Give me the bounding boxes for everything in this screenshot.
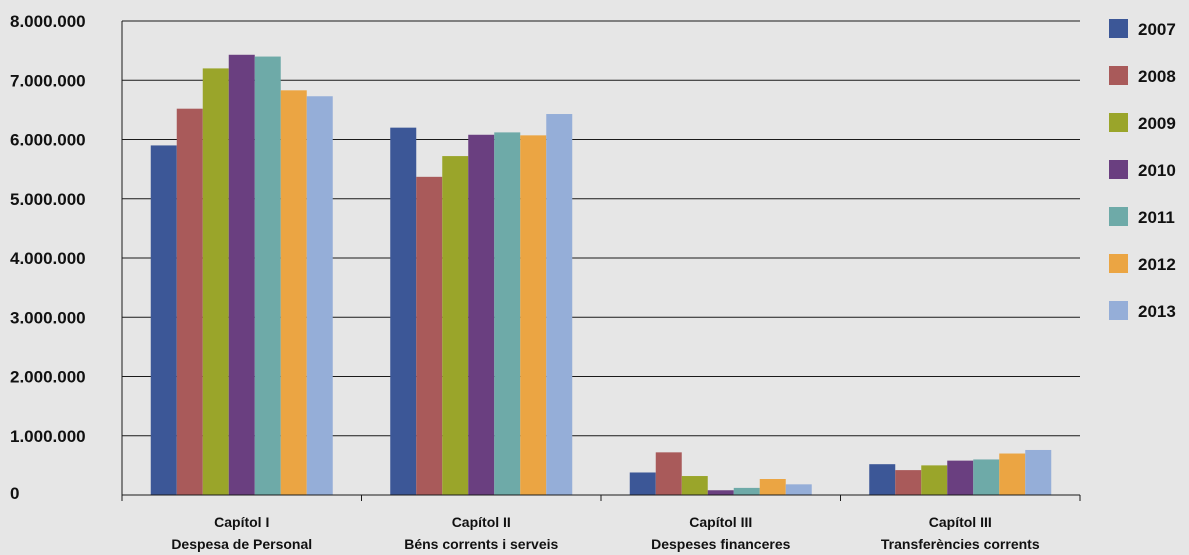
legend-label-2009: 2009 bbox=[1138, 114, 1176, 133]
legend-swatch-2010 bbox=[1109, 160, 1128, 179]
legend-swatch-2013 bbox=[1109, 301, 1128, 320]
legend-label-2011: 2011 bbox=[1138, 208, 1175, 227]
bar-2011-cat1 bbox=[254, 56, 281, 496]
category-label: Despeses financeres bbox=[651, 536, 791, 552]
legend-swatch-2012 bbox=[1109, 254, 1128, 273]
bar-2008-cat4 bbox=[895, 470, 922, 495]
bar-2009-cat1 bbox=[202, 68, 229, 496]
bar-2010-cat3 bbox=[707, 490, 734, 495]
bar-2012-cat3 bbox=[759, 479, 786, 495]
bar-2011-cat2 bbox=[494, 132, 521, 495]
bar-2007-cat2 bbox=[390, 127, 417, 496]
y-axis-tick-labels: 0 1.000.000 2.000.000 3.000.000 4.000.000 5.0… bbox=[10, 12, 86, 503]
bar-2012-cat1 bbox=[280, 90, 307, 495]
bar-2010-cat1 bbox=[228, 54, 255, 496]
bar-2012-cat2 bbox=[520, 135, 547, 496]
y-tick-label: 4.000.000 bbox=[10, 249, 86, 268]
category-label: Capítol II bbox=[452, 514, 511, 530]
bar-2009-cat4 bbox=[921, 465, 948, 495]
category-label: Despesa de Personal bbox=[171, 536, 312, 552]
legend-swatch-2008 bbox=[1109, 66, 1128, 85]
y-tick-label: 2.000.000 bbox=[10, 368, 86, 387]
category-label: Béns corrents i serveis bbox=[404, 536, 558, 552]
bar-2009-cat2 bbox=[442, 156, 469, 495]
legend-label-2012: 2012 bbox=[1138, 255, 1176, 274]
legend-label-2013: 2013 bbox=[1138, 302, 1176, 321]
category-label: Capítol III bbox=[929, 514, 992, 530]
bar-2012-cat4 bbox=[999, 453, 1026, 495]
y-tick-label: 7.000.000 bbox=[10, 71, 86, 90]
y-tick-label: 6.000.000 bbox=[10, 131, 86, 150]
bar-2008-cat3 bbox=[655, 452, 682, 495]
bar-2011-cat3 bbox=[733, 487, 760, 495]
category-label: Capítol I bbox=[214, 514, 269, 530]
legend-label-2010: 2010 bbox=[1138, 161, 1176, 180]
bar-2007-cat4 bbox=[869, 464, 896, 495]
legend-label-2007: 2007 bbox=[1138, 20, 1176, 39]
bar-2010-cat2 bbox=[468, 134, 495, 495]
y-tick-label: 5.000.000 bbox=[10, 190, 86, 209]
y-tick-label: 1.000.000 bbox=[10, 427, 86, 446]
y-tick-label: 0 bbox=[10, 484, 19, 503]
legend-swatch-2011 bbox=[1109, 207, 1128, 226]
legend-swatch-2007 bbox=[1109, 19, 1128, 38]
axes bbox=[121, 21, 1081, 501]
bar-2010-cat4 bbox=[947, 460, 974, 495]
bar-2013-cat1 bbox=[306, 96, 333, 495]
bar-2009-cat3 bbox=[681, 476, 708, 495]
y-tick-label: 8.000.000 bbox=[10, 12, 86, 31]
bars bbox=[150, 54, 1052, 496]
bar-2011-cat4 bbox=[973, 459, 1000, 495]
category-label: Capítol III bbox=[689, 514, 752, 530]
legend-label-2008: 2008 bbox=[1138, 67, 1176, 86]
bar-2013-cat4 bbox=[1025, 449, 1052, 495]
bar-2008-cat2 bbox=[416, 176, 443, 495]
x-axis-category-labels: Capítol I Despesa de Personal Capítol II Bé… bbox=[171, 514, 1040, 552]
legend: 2007 2008 2009 2010 2011 2012 2013 bbox=[1109, 19, 1176, 321]
bar-2007-cat1 bbox=[150, 145, 177, 496]
category-label: Transferències corrents bbox=[881, 536, 1040, 552]
legend-swatch-2009 bbox=[1109, 113, 1128, 132]
bar-2008-cat1 bbox=[176, 108, 203, 495]
bar-2013-cat3 bbox=[785, 484, 812, 495]
y-tick-label: 3.000.000 bbox=[10, 308, 86, 327]
bar-2007-cat3 bbox=[629, 472, 656, 495]
bar-2013-cat2 bbox=[546, 114, 573, 496]
